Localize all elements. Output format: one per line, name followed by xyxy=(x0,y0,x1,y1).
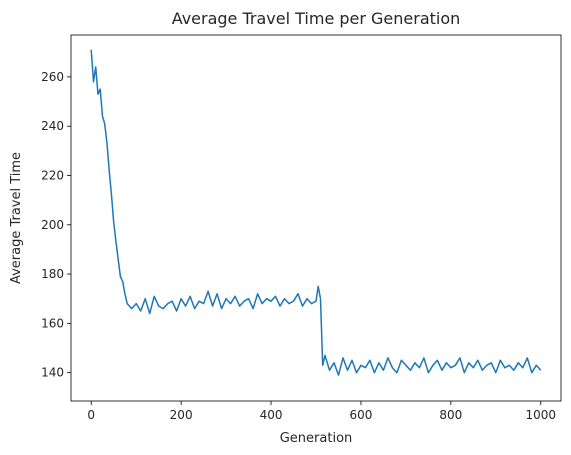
plot-area xyxy=(70,34,562,402)
x-axis-label: Generation xyxy=(280,431,353,446)
y-axis-label: Average Travel Time xyxy=(9,152,24,284)
x-axis: 0 200 400 600 800 1000 xyxy=(87,401,556,422)
y-tick-label: 160 xyxy=(41,316,64,330)
y-tick-label: 180 xyxy=(41,267,64,281)
x-tick-label: 1000 xyxy=(525,408,556,422)
y-axis: 140 160 180 200 220 240 260 xyxy=(41,70,71,380)
y-tick-label: 140 xyxy=(41,366,64,380)
y-tick-label: 200 xyxy=(41,218,64,232)
chart-title: Average Travel Time per Generation xyxy=(172,9,461,28)
series-line xyxy=(90,49,542,376)
x-tick-label: 200 xyxy=(170,408,193,422)
y-tick-label: 260 xyxy=(41,70,64,84)
y-tick-label: 240 xyxy=(41,119,64,133)
x-tick-label: 800 xyxy=(439,408,462,422)
x-tick-label: 600 xyxy=(350,408,373,422)
y-tick-label: 220 xyxy=(41,168,64,182)
plot-frame xyxy=(70,34,562,402)
x-tick-label: 0 xyxy=(87,408,95,422)
x-tick-label: 400 xyxy=(260,408,283,422)
